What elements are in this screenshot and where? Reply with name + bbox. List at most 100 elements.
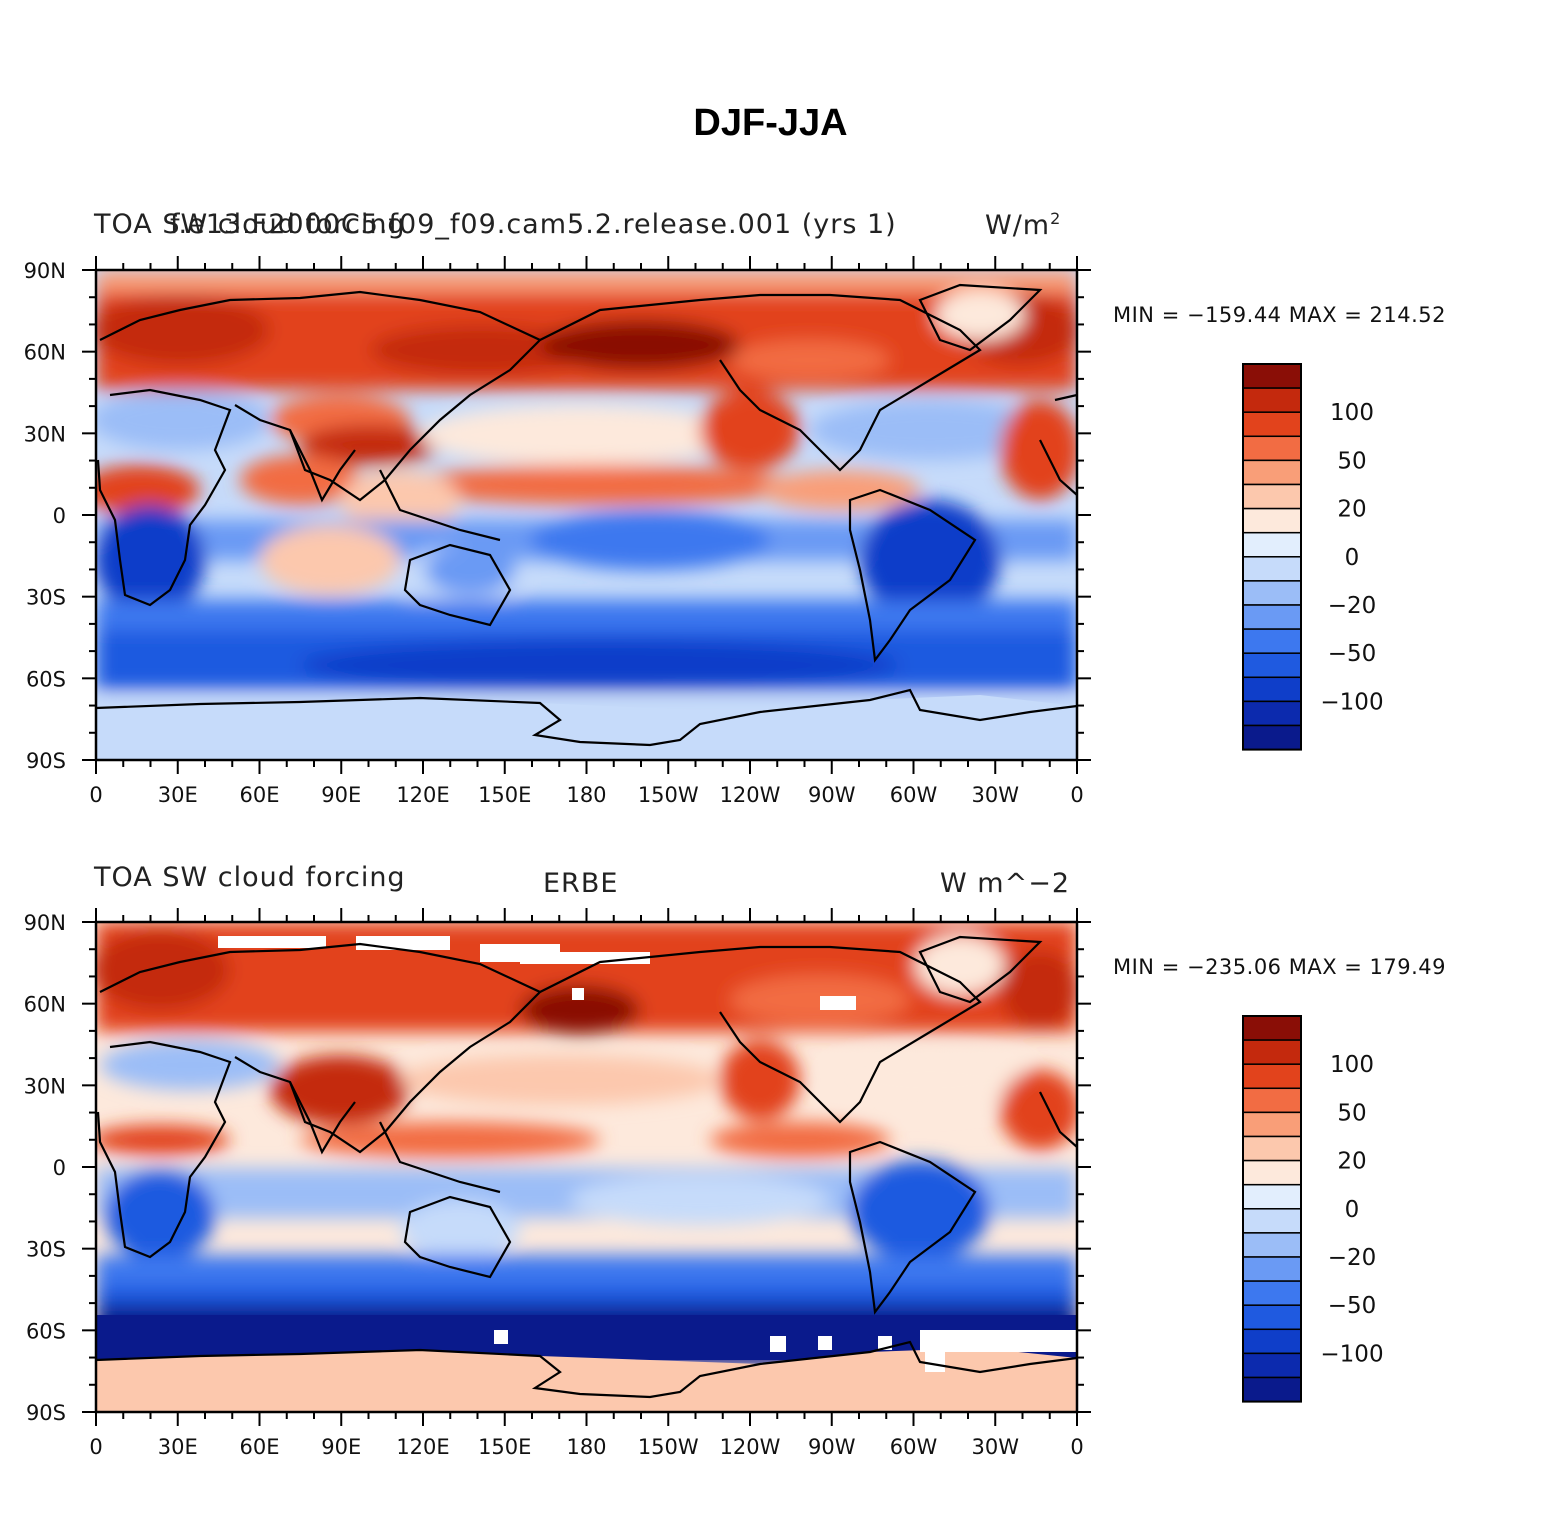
colorbar-swatch — [1242, 1183, 1302, 1210]
panel1-y-tick-label: 90S — [26, 749, 66, 773]
colorbar-swatch — [1242, 1135, 1302, 1162]
colorbar-label: 20 — [1337, 1149, 1366, 1175]
colorbar-swatch — [1242, 1376, 1302, 1403]
colorbar-label: −50 — [1328, 641, 1377, 667]
colorbar-swatch — [1242, 652, 1302, 679]
panel2-min-max: MIN = −235.06 MAX = 179.49 — [1113, 955, 1447, 979]
panel1-x-tick-label: 0 — [89, 783, 102, 807]
panel2-y-tick-label: 90N — [24, 911, 66, 935]
colorbar-swatch — [1242, 1352, 1302, 1379]
colorbar-swatch — [1242, 628, 1302, 654]
colorbar-swatch — [1242, 411, 1302, 438]
colorbar-swatch — [1242, 1159, 1302, 1186]
panel1-x-tick-label: 120E — [396, 783, 449, 807]
panel2-x-tick-label: 90E — [321, 1435, 361, 1459]
colorbar-swatch — [1242, 1328, 1302, 1355]
panel1-y-tick-label: 90N — [24, 259, 66, 283]
panel2-x-tick-label: 120W — [720, 1435, 781, 1459]
colorbar-label: −20 — [1328, 593, 1377, 619]
panel1-x-tick-label: 60E — [240, 783, 280, 807]
colorbar-label: −50 — [1328, 1293, 1377, 1319]
panel1-x-tick-label: 150E — [478, 783, 531, 807]
colorbar-swatch — [1242, 435, 1302, 462]
panel1-case-header: f.e13.F2000C5.f09_f09.cam5.2.release.001… — [170, 209, 897, 240]
panel2-y-tick-label: 30N — [24, 1074, 66, 1098]
colorbar-swatch — [1242, 1111, 1302, 1138]
panel1-x-tick-label: 180 — [566, 783, 606, 807]
colorbar-label: 0 — [1345, 545, 1360, 571]
panel2-x-tick-label: 0 — [1070, 1435, 1083, 1459]
panel1-x-tick-label: 30W — [972, 783, 1020, 807]
panel2-x-tick-label: 150W — [638, 1435, 699, 1459]
colorbar-label: −100 — [1320, 1341, 1383, 1367]
panel1-y-tick-label: 30S — [26, 586, 66, 610]
panel1-y-tick-label: 60N — [24, 341, 66, 365]
panel1-colorbar: 100 50 20 0 −20 −50 −100 — [1242, 363, 1384, 751]
colorbar-swatch — [1242, 1039, 1302, 1065]
panel2-x-tick-label: 180 — [566, 1435, 606, 1459]
colorbar-label: 50 — [1337, 1100, 1366, 1126]
colorbar-swatch — [1242, 363, 1302, 389]
colorbar-swatch — [1242, 1087, 1302, 1114]
panel2-x-tick-label: 30E — [158, 1435, 198, 1459]
colorbar-swatch — [1242, 1232, 1302, 1258]
colorbar-swatch — [1242, 556, 1302, 582]
panel1-units-text: W/m — [985, 210, 1051, 241]
figure-title: DJF-JJA — [693, 102, 848, 144]
colorbar-label: 100 — [1330, 400, 1374, 426]
panel2-colorbar: 100 50 20 0 −20 −50 −100 — [1242, 1015, 1384, 1403]
panel2-y-tick-label: 90S — [26, 1401, 66, 1425]
panel1-map: 0 30E 60E 90E 120E 150E 180 150W 120W 90W 60W 30W 0 … — [24, 256, 1091, 807]
panel2-x-tick-label: 150E — [478, 1435, 531, 1459]
panel1-units-superscript: 2 — [1050, 209, 1062, 228]
colorbar-label: 100 — [1330, 1052, 1374, 1078]
panel2-x-tick-label: 120E — [396, 1435, 449, 1459]
panel2-map: 0 30E 60E 90E 120E 150E 180 150W 120W 90W 60W 30W 0 … — [24, 908, 1091, 1459]
panel1-x-tick-label: 60W — [890, 783, 938, 807]
panel2-y-tick-label: 30S — [26, 1238, 66, 1262]
panel1-min-max: MIN = −159.44 MAX = 214.52 — [1113, 303, 1447, 327]
panel2-left-header: TOA SW cloud forcing — [94, 862, 406, 893]
colorbar-label: −20 — [1328, 1245, 1377, 1271]
panel2-units-header: W m^−2 — [940, 868, 1071, 899]
colorbar-label: 50 — [1337, 448, 1366, 474]
panel1-y-tick-label: 30N — [24, 422, 66, 446]
colorbar-swatch — [1242, 1304, 1302, 1331]
panel1-y-tick-label: 0 — [53, 504, 66, 528]
panel1-x-tick-label: 30E — [158, 783, 198, 807]
panel1-x-tick-label: 90E — [321, 783, 361, 807]
colorbar-label: −100 — [1320, 689, 1383, 715]
colorbar-swatch — [1242, 580, 1302, 606]
colorbar-swatch — [1242, 724, 1302, 751]
colorbar-label: 20 — [1337, 497, 1366, 523]
panel2-x-tick-label: 60W — [890, 1435, 938, 1459]
panel2-y-tick-label: 0 — [53, 1156, 66, 1180]
panel1-x-tick-label: 0 — [1070, 783, 1083, 807]
panel1-units-header: W/m2 — [985, 209, 1061, 241]
panel1-x-tick-label: 120W — [720, 783, 781, 807]
colorbar-swatch — [1242, 700, 1302, 727]
colorbar-swatch — [1242, 459, 1302, 486]
panel2-y-tick-label: 60S — [26, 1319, 66, 1343]
panel2-x-tick-label: 60E — [240, 1435, 280, 1459]
panel2-y-tick-label: 60N — [24, 993, 66, 1017]
panel2-x-tick-label: 90W — [808, 1435, 856, 1459]
panel1-y-tick-label: 60S — [26, 667, 66, 691]
colorbar-swatch — [1242, 676, 1302, 703]
panel2-x-tick-label: 0 — [89, 1435, 102, 1459]
colorbar-swatch — [1242, 507, 1302, 534]
colorbar-swatch — [1242, 604, 1302, 630]
colorbar-swatch — [1242, 483, 1302, 510]
panel1-left-header: TOA SW cloud forcing — [94, 209, 406, 240]
colorbar-swatch — [1242, 387, 1302, 413]
colorbar-swatch — [1242, 1063, 1302, 1090]
colorbar-swatch — [1242, 1256, 1302, 1282]
panel2-x-tick-label: 30W — [972, 1435, 1020, 1459]
colorbar-label: 0 — [1345, 1197, 1360, 1223]
panel1-x-tick-label: 150W — [638, 783, 699, 807]
colorbar-swatch — [1242, 1280, 1302, 1306]
colorbar-swatch — [1242, 1208, 1302, 1234]
colorbar-swatch — [1242, 1015, 1302, 1041]
panel2-center-header: ERBE — [543, 868, 619, 899]
